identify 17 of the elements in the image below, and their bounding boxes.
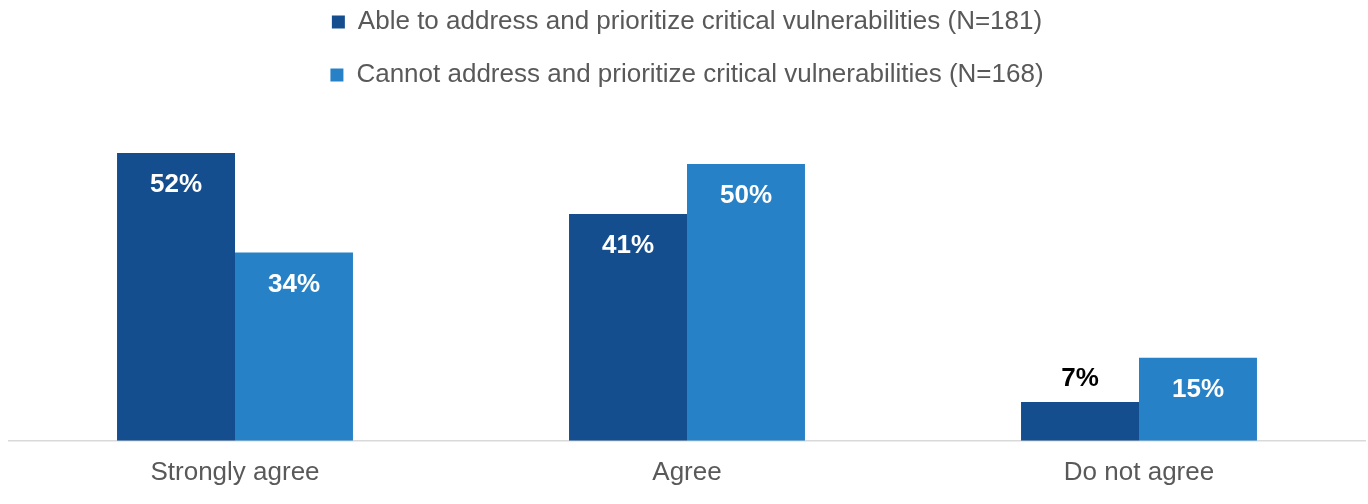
- x-tick-label: Do not agree: [1063, 455, 1215, 486]
- x-tick-label: Strongly agree: [150, 455, 320, 486]
- bar: [1139, 357, 1257, 441]
- bar: [687, 164, 805, 441]
- bar: [235, 252, 353, 441]
- legend-label: Able to address and prioritize critical vulnerabilities (N=181): [357, 5, 1043, 36]
- bar: [569, 213, 687, 441]
- x-tick-label: Agree: [652, 455, 722, 486]
- legend-label: Cannot address and prioritize critical vulnerabilities (N=168): [356, 58, 1044, 89]
- data-label: 52%: [149, 168, 203, 199]
- data-label: 34%: [267, 267, 321, 298]
- bar: [1021, 402, 1139, 441]
- bar: [117, 153, 235, 441]
- data-label: 15%: [1171, 372, 1225, 403]
- data-label: 50%: [719, 179, 773, 210]
- data-label: 41%: [601, 229, 655, 260]
- data-label: 7%: [1061, 362, 1099, 393]
